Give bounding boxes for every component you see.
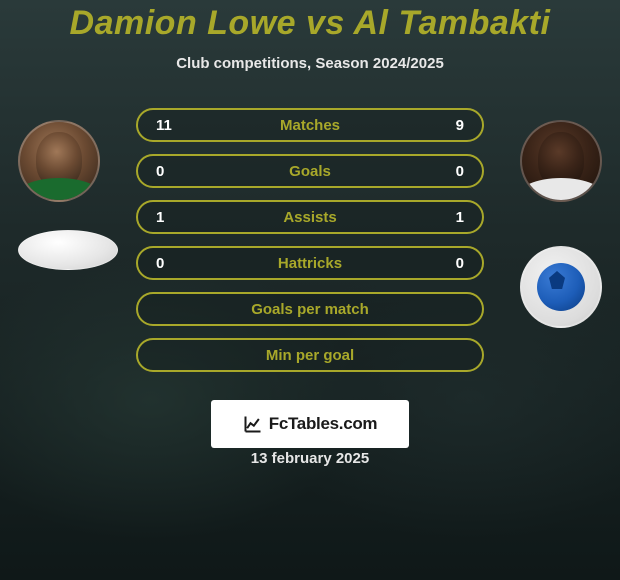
stat-label: Goals bbox=[196, 163, 424, 180]
stat-right-value: 9 bbox=[424, 117, 464, 134]
stat-right-value: 0 bbox=[424, 163, 464, 180]
stat-label: Assists bbox=[196, 209, 424, 226]
stat-row: Min per goal bbox=[136, 338, 484, 372]
stat-label: Hattricks bbox=[196, 255, 424, 272]
stat-row: 1Assists1 bbox=[136, 200, 484, 234]
stat-rows: 11Matches90Goals01Assists10Hattricks0Goa… bbox=[136, 108, 484, 372]
stat-row: 11Matches9 bbox=[136, 108, 484, 142]
stat-label: Goals per match bbox=[156, 301, 464, 318]
page-title: Damion Lowe vs Al Tambakti bbox=[70, 4, 551, 43]
branding-badge: FcTables.com bbox=[211, 400, 409, 448]
stat-row: 0Hattricks0 bbox=[136, 246, 484, 280]
stat-left-value: 1 bbox=[156, 209, 196, 226]
stat-label: Matches bbox=[196, 117, 424, 134]
date-text: 13 february 2025 bbox=[251, 450, 369, 467]
player-right-avatar bbox=[520, 120, 602, 202]
branding-text: FcTables.com bbox=[269, 414, 378, 434]
stat-right-value: 0 bbox=[424, 255, 464, 272]
stat-row: Goals per match bbox=[136, 292, 484, 326]
stat-row: 0Goals0 bbox=[136, 154, 484, 188]
chart-icon bbox=[243, 414, 263, 434]
club-right-badge bbox=[520, 246, 602, 328]
stat-left-value: 11 bbox=[156, 117, 196, 134]
club-left-badge bbox=[18, 230, 118, 270]
stat-label: Min per goal bbox=[156, 347, 464, 364]
avatar-shoulders bbox=[18, 178, 100, 202]
avatar-shoulders bbox=[520, 178, 602, 202]
stat-right-value: 1 bbox=[424, 209, 464, 226]
comparison-card: Damion Lowe vs Al Tambakti Club competit… bbox=[0, 0, 620, 580]
compare-area: 11Matches90Goals01Assists10Hattricks0Goa… bbox=[0, 100, 620, 580]
stat-left-value: 0 bbox=[156, 163, 196, 180]
player-left-avatar bbox=[18, 120, 100, 202]
subtitle: Club competitions, Season 2024/2025 bbox=[176, 55, 444, 72]
club-ball-icon bbox=[537, 263, 585, 311]
stat-left-value: 0 bbox=[156, 255, 196, 272]
